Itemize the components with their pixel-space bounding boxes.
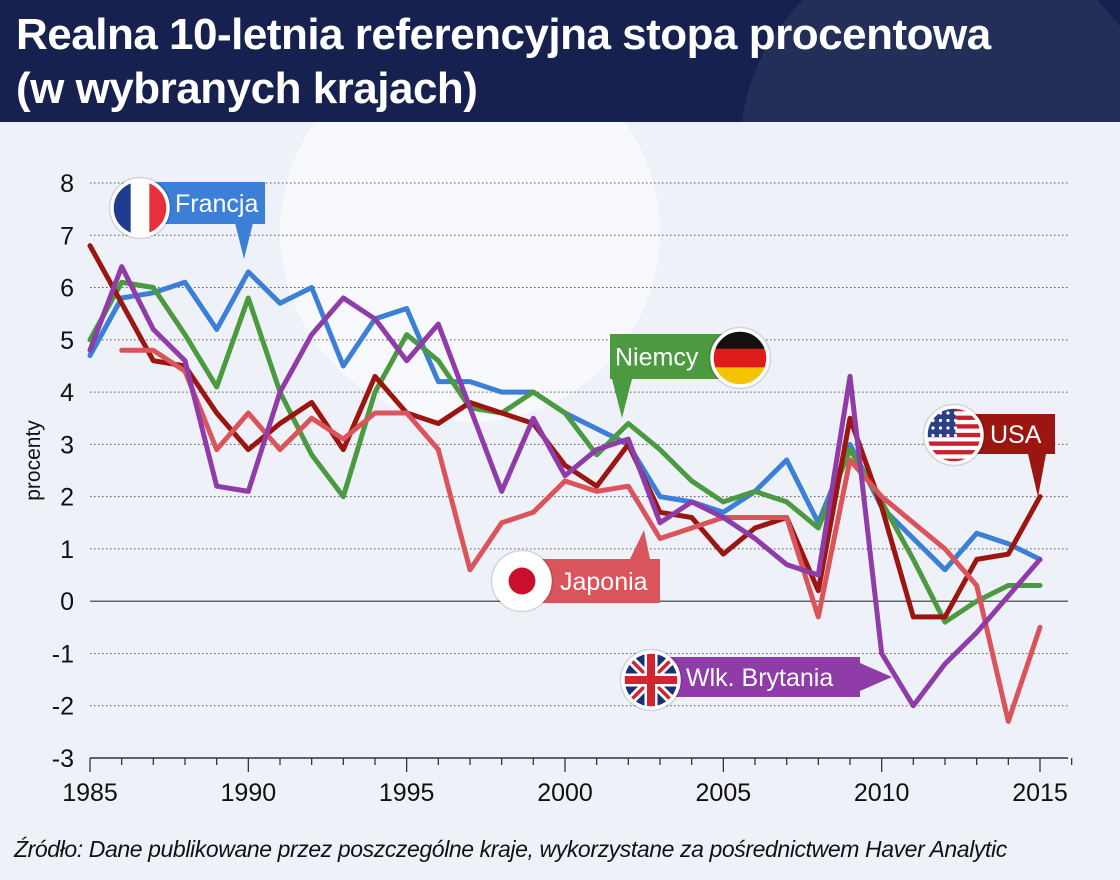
x-tick-label: 1985 xyxy=(62,779,118,807)
background-circle xyxy=(280,122,660,422)
label-wlk-brytania: Wlk. Brytania xyxy=(650,657,892,697)
series-label-text: Japonia xyxy=(560,568,648,596)
flag-germany xyxy=(708,326,772,390)
x-tick-label: 2015 xyxy=(1012,779,1068,807)
x-tick-label: 1990 xyxy=(221,779,277,807)
header-decoration xyxy=(740,0,1120,122)
title-line-1: Realna 10-letnia referencyjna stopa proc… xyxy=(16,10,991,59)
y-tick-label: 0 xyxy=(60,588,74,616)
y-tick-label: -2 xyxy=(52,693,74,721)
title-line-2: (w wybranych krajach) xyxy=(16,64,478,113)
flag-uk xyxy=(619,648,683,712)
series-label-text: Francja xyxy=(175,190,258,218)
series-label-text: USA xyxy=(990,421,1042,449)
x-tick-label: 2010 xyxy=(854,779,910,807)
y-tick-label: 6 xyxy=(60,275,74,303)
y-axis-label: procenty xyxy=(22,420,45,501)
flag-france xyxy=(108,176,172,240)
y-tick-label: 1 xyxy=(60,536,74,564)
y-tick-label: 8 xyxy=(60,170,74,198)
series-label-text: Wlk. Brytania xyxy=(686,664,833,692)
flag-japan xyxy=(490,549,554,613)
chart-title: Realna 10-letnia referencyjna stopa proc… xyxy=(16,8,991,116)
y-tick-label: -1 xyxy=(52,640,74,668)
y-tick-label: -3 xyxy=(52,745,74,773)
series-line-japonia xyxy=(119,347,1043,724)
flag-usa xyxy=(922,403,986,467)
y-tick-label: 3 xyxy=(60,431,74,459)
y-tick-label: 5 xyxy=(60,327,74,355)
line-chart: 8 7 6 5 4 3 2 1 0 -1 -2 -3 1985 1990 1995 2000 2005 2010 2… xyxy=(22,122,1073,807)
series-label-text: Niemcy xyxy=(615,344,699,372)
x-tick-label: 2000 xyxy=(537,779,593,807)
y-tick-label: 2 xyxy=(60,484,74,512)
x-tick-label: 2005 xyxy=(696,779,752,807)
y-tick-label: 7 xyxy=(60,222,74,250)
series-line-usa xyxy=(87,243,1043,620)
x-tick-label: 1995 xyxy=(379,779,435,807)
source-note: Źródło: Dane publikowane przez poszczegó… xyxy=(14,836,1007,862)
header: Realna 10-letnia referencyjna stopa proc… xyxy=(0,0,1120,122)
series-line-wlk-brytania xyxy=(87,264,1043,709)
y-tick-label: 4 xyxy=(60,379,74,407)
